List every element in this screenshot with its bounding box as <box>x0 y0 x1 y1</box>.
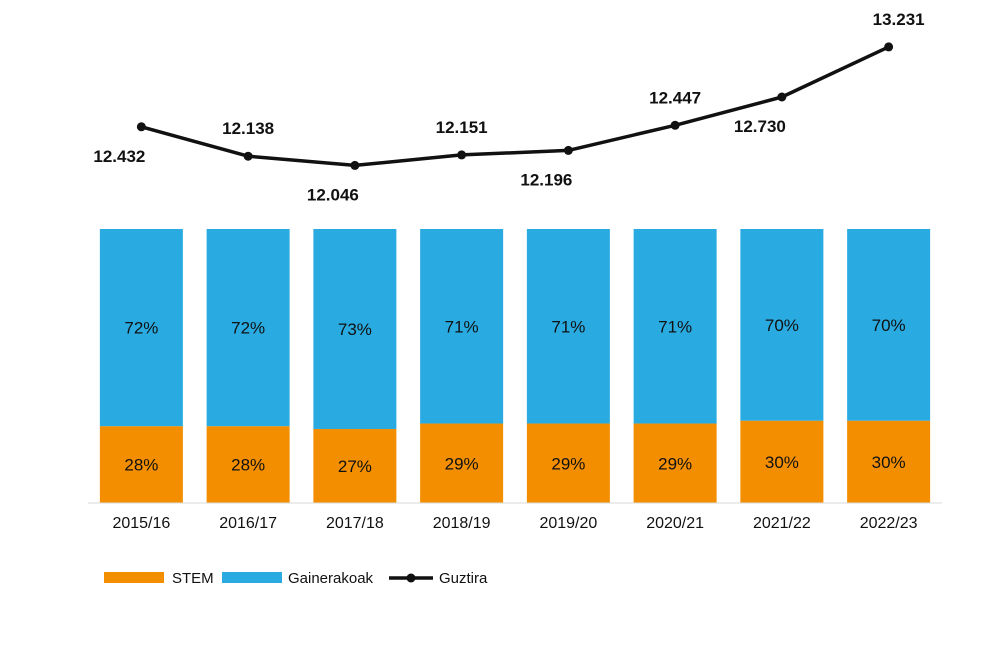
x-tick-label: 2020/21 <box>646 515 704 532</box>
bar-stem-2018/19 <box>420 423 504 503</box>
total-point-2017/18 <box>350 160 360 170</box>
label-gainerakoak-2017/18: 73% <box>338 320 372 339</box>
total-label-2019/20: 12.196 <box>520 170 572 189</box>
bar-stem-2015/16 <box>99 426 183 503</box>
label-stem-2020/21: 29% <box>658 454 692 473</box>
total-line <box>140 45 890 168</box>
x-tick-label: 2022/23 <box>860 515 918 532</box>
total-point-2022/23 <box>884 42 894 52</box>
label-gainerakoak-2018/19: 71% <box>445 317 479 336</box>
label-stem-2021/22: 30% <box>765 453 799 472</box>
bar-gainerakoak-2019/20 <box>526 229 610 424</box>
total-point-2015/16 <box>136 122 146 132</box>
x-tick-label: 2021/22 <box>753 515 811 532</box>
label-gainerakoak-2021/22: 70% <box>765 316 799 335</box>
total-point-2020/21 <box>670 120 680 130</box>
bar-gainerakoak-2018/19 <box>420 229 504 424</box>
label-gainerakoak-2016/17: 72% <box>231 319 265 338</box>
bar-gainerakoak-2017/18 <box>313 229 397 430</box>
label-gainerakoak-2019/20: 71% <box>551 317 585 336</box>
bar-gainerakoak-2021/22 <box>740 229 824 421</box>
total-label-2018/19: 12.151 <box>436 118 488 137</box>
total-line-layer: 12.432 12.138 12.046 12.151 12.196 12.447 12.7… <box>93 10 925 204</box>
bar-stem-2022/23 <box>847 420 931 503</box>
legend-label-stem: STEM <box>172 570 214 587</box>
total-label-2020/21: 12.447 <box>649 88 701 107</box>
legend-swatch-gainerakoak <box>222 572 282 583</box>
legend-swatch-stem <box>104 572 164 583</box>
x-tick-label: 2015/16 <box>112 515 170 532</box>
legend-label-guztira: Guztira <box>439 570 488 587</box>
label-stem-2018/19: 29% <box>445 454 479 473</box>
bar-gainerakoak-2020/21 <box>633 229 717 424</box>
total-label-2015/16: 12.432 <box>93 147 145 166</box>
label-gainerakoak-2015/16: 72% <box>124 319 158 338</box>
total-label-2017/18: 12.046 <box>307 185 359 204</box>
label-gainerakoak-2020/21: 71% <box>658 317 692 336</box>
label-stem-2022/23: 30% <box>872 453 906 472</box>
bar-gainerakoak-2016/17 <box>206 229 290 427</box>
bar-stem-2017/18 <box>313 429 397 503</box>
bar-stem-2020/21 <box>633 423 717 503</box>
total-label-2016/17: 12.138 <box>222 119 274 138</box>
bar-stem-2021/22 <box>740 420 824 503</box>
label-stem-2017/18: 27% <box>338 457 372 476</box>
label-stem-2016/17: 28% <box>231 456 265 475</box>
x-tick-labels: 2015/16 2016/17 2017/18 2018/19 2019/20 2020/… <box>112 515 917 532</box>
legend-label-gainerakoak: Gainerakoak <box>288 570 374 587</box>
x-tick-label: 2016/17 <box>219 515 277 532</box>
legend-marker-guztira <box>406 573 416 583</box>
x-tick-label: 2017/18 <box>326 515 384 532</box>
label-stem-2019/20: 29% <box>551 454 585 473</box>
x-tick-label: 2018/19 <box>433 515 491 532</box>
legend: STEM Gainerakoak Guztira <box>104 570 488 587</box>
label-stem-2015/16: 28% <box>124 456 158 475</box>
total-point-2021/22 <box>777 92 787 102</box>
label-gainerakoak-2022/23: 70% <box>872 316 906 335</box>
bar-gainerakoak-2015/16 <box>99 229 183 427</box>
bar-stem-2016/17 <box>206 426 290 503</box>
total-point-2019/20 <box>563 145 573 155</box>
bars-layer: 72% 28% 72% 28% 73% 27% 71% 29% 71% 29% 71% 29% 70% 3… <box>99 229 931 503</box>
bar-gainerakoak-2022/23 <box>847 229 931 421</box>
total-label-2021/22: 12.730 <box>734 117 786 136</box>
total-point-2016/17 <box>243 151 253 161</box>
x-tick-label: 2019/20 <box>539 515 597 532</box>
total-label-2022/23: 13.231 <box>873 10 925 29</box>
bar-stem-2019/20 <box>526 423 610 503</box>
total-point-2018/19 <box>457 150 467 160</box>
